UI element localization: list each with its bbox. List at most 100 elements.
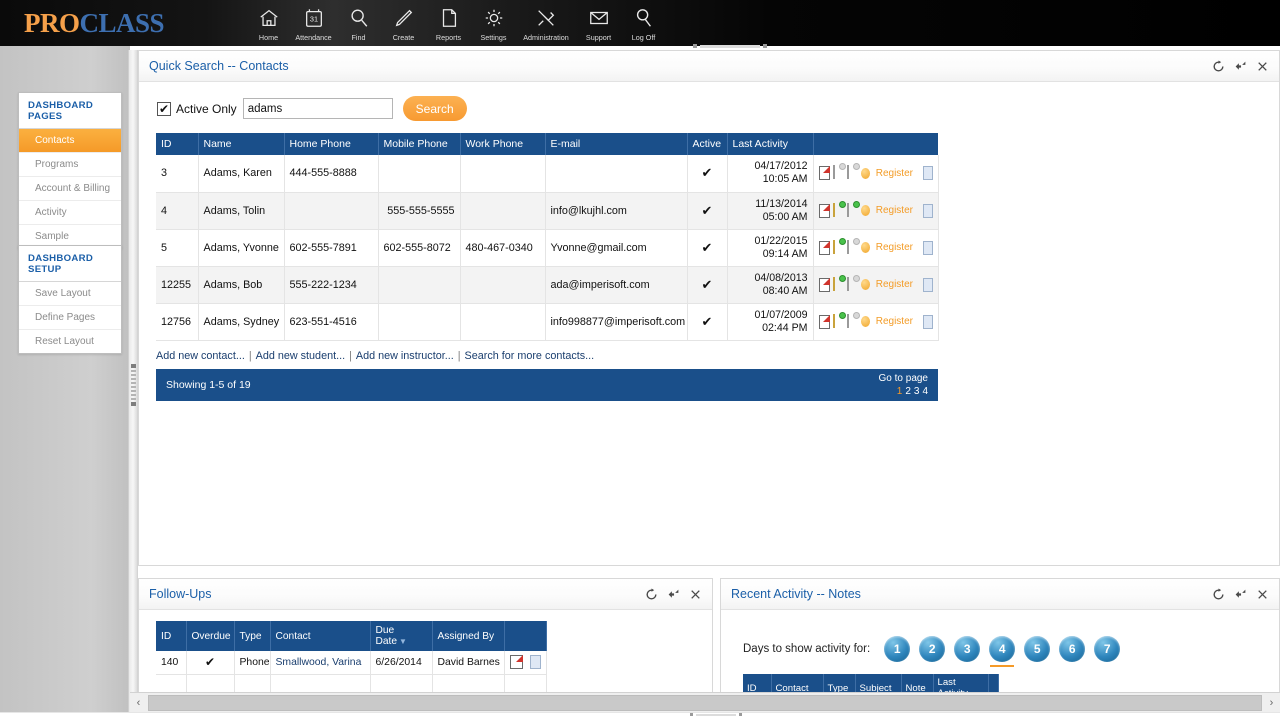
sidebar-item-contacts[interactable]: Contacts xyxy=(19,129,121,153)
contact-card-icon[interactable] xyxy=(846,239,849,254)
document-icon[interactable] xyxy=(922,314,933,329)
sidebar-item-define-pages[interactable]: Define Pages xyxy=(19,306,121,330)
document-icon[interactable] xyxy=(529,655,541,670)
sidebar-item-sample[interactable]: Sample xyxy=(35,231,69,242)
table-row[interactable]: 5 Adams, Yvonne 602-555-7891 602-555-807… xyxy=(156,229,939,267)
search-more-contacts-link[interactable]: Search for more contacts... xyxy=(464,349,595,362)
page-3[interactable]: 3 xyxy=(913,385,920,397)
document-icon[interactable] xyxy=(922,277,933,292)
edit-icon[interactable] xyxy=(818,240,830,255)
scroll-thumb[interactable] xyxy=(148,694,1262,711)
day-button-7[interactable]: 7 xyxy=(1094,636,1121,662)
sidebar-item-reset-layout[interactable]: Reset Layout xyxy=(35,336,94,347)
nav-item-settings[interactable]: Settings xyxy=(471,5,516,42)
table-row[interactable]: 3 Adams, Karen 444-555-8888 ✔ 04/17/2012… xyxy=(156,155,939,193)
nav-item-reports[interactable]: Reports xyxy=(426,5,471,42)
document-icon[interactable] xyxy=(922,166,933,181)
document-icon[interactable] xyxy=(922,240,933,255)
page-2[interactable]: 2 xyxy=(905,385,911,397)
edit-icon[interactable] xyxy=(818,166,830,181)
refresh-icon[interactable] xyxy=(1212,60,1225,73)
day-button-4[interactable]: 4 xyxy=(989,636,1016,667)
contact-card-icon[interactable] xyxy=(846,313,849,328)
top-splitter-grip[interactable] xyxy=(680,42,780,50)
col-id[interactable]: ID xyxy=(156,621,187,651)
col-type[interactable]: Type xyxy=(234,621,271,651)
nav-item-attendance[interactable]: 31 Attendance xyxy=(291,5,336,42)
horizontal-scrollbar[interactable]: ‹ › xyxy=(130,692,1280,712)
col-assigned-by[interactable]: Assigned By xyxy=(432,621,505,651)
day-button-6[interactable]: 6 xyxy=(1059,636,1086,662)
day-button-1[interactable]: 1 xyxy=(884,636,911,662)
col-id[interactable]: ID xyxy=(156,133,199,155)
contact-card-icon[interactable] xyxy=(846,202,849,217)
add-new-instructor-link[interactable]: Add new instructor... xyxy=(355,349,454,362)
refresh-icon[interactable] xyxy=(1212,588,1225,601)
folder-icon[interactable] xyxy=(832,239,835,254)
table-row[interactable]: 12756 Adams, Sydney 623-551-4516 info998… xyxy=(156,303,939,341)
active-only-checkbox[interactable]: ✔ xyxy=(157,101,171,116)
collapse-icon[interactable] xyxy=(1234,60,1247,73)
sidebar-item-account-billing[interactable]: Account & Billing xyxy=(19,177,121,201)
table-row[interactable]: 12255 Adams, Bob 555-222-1234 ada@imperi… xyxy=(156,266,939,304)
col-name[interactable]: Name xyxy=(198,133,285,155)
contact-card-icon[interactable] xyxy=(846,165,849,180)
register-link[interactable]: Register xyxy=(875,242,913,253)
page-1[interactable]: 1 xyxy=(896,385,903,397)
quick-search-title: Quick Search -- Contacts xyxy=(149,59,289,73)
folder-icon[interactable] xyxy=(832,165,835,180)
contact-link[interactable]: Smallwood, Varina xyxy=(275,656,362,668)
scroll-right-arrow[interactable]: › xyxy=(1269,696,1274,709)
nav-item-find[interactable]: Find xyxy=(336,5,381,42)
sidebar-item-save-layout[interactable]: Save Layout xyxy=(19,282,121,306)
register-link[interactable]: Register xyxy=(875,205,913,216)
nav-item-logoff[interactable]: Log Off xyxy=(621,5,666,42)
scroll-left-arrow[interactable]: ‹ xyxy=(136,696,141,709)
col-due-date[interactable]: Due Date ▼ xyxy=(370,621,433,651)
table-row[interactable]: 140 ✔ Phone Smallwood, Varina 6/26/2014 … xyxy=(156,651,547,675)
search-button[interactable]: Search xyxy=(402,96,467,121)
add-new-student-link[interactable]: Add new student... xyxy=(255,349,346,362)
day-button-3[interactable]: 3 xyxy=(954,636,981,662)
folder-icon[interactable] xyxy=(832,313,835,328)
col-contact[interactable]: Contact xyxy=(270,621,371,651)
page-4[interactable]: 4 xyxy=(922,385,928,397)
sidebar-item-programs[interactable]: Programs xyxy=(19,153,121,177)
edit-icon[interactable] xyxy=(818,277,830,292)
edit-icon[interactable] xyxy=(818,203,830,218)
day-button-2[interactable]: 2 xyxy=(919,636,946,662)
edit-icon[interactable] xyxy=(818,314,830,329)
search-input[interactable] xyxy=(242,98,393,119)
folder-icon[interactable] xyxy=(832,202,835,217)
refresh-icon[interactable] xyxy=(645,588,658,601)
collapse-icon[interactable] xyxy=(1234,588,1247,601)
vertical-splitter[interactable] xyxy=(128,50,138,720)
nav-item-support[interactable]: Support xyxy=(576,5,621,42)
col-mobile-phone[interactable]: Mobile Phone xyxy=(378,133,461,155)
sidebar-item-activity[interactable]: Activity xyxy=(19,201,121,225)
close-icon[interactable] xyxy=(689,588,702,601)
close-icon[interactable] xyxy=(1256,588,1269,601)
register-link[interactable]: Register xyxy=(875,316,913,327)
nav-item-administration[interactable]: Administration xyxy=(516,5,576,42)
day-button-5[interactable]: 5 xyxy=(1024,636,1051,662)
col-home-phone[interactable]: Home Phone xyxy=(284,133,379,155)
close-icon[interactable] xyxy=(1256,60,1269,73)
nav-item-home[interactable]: Home xyxy=(246,5,291,42)
edit-icon[interactable] xyxy=(509,655,523,670)
nav-item-create[interactable]: Create xyxy=(381,5,426,42)
col-last-activity[interactable]: Last Activity xyxy=(727,133,814,155)
bottom-splitter-grip[interactable] xyxy=(690,713,742,716)
register-link[interactable]: Register xyxy=(875,279,913,290)
col-work-phone[interactable]: Work Phone xyxy=(460,133,546,155)
col-overdue[interactable]: Overdue xyxy=(186,621,235,651)
document-icon[interactable] xyxy=(922,203,933,218)
col-active[interactable]: Active xyxy=(687,133,728,155)
collapse-icon[interactable] xyxy=(667,588,680,601)
add-new-contact-link[interactable]: Add new contact... xyxy=(156,349,245,362)
table-row[interactable]: 4 Adams, Tolin 555-555-5555 info@lkujhl.… xyxy=(156,192,939,230)
contact-card-icon[interactable] xyxy=(846,276,849,291)
folder-icon[interactable] xyxy=(832,276,835,291)
register-link[interactable]: Register xyxy=(875,167,913,179)
col-email[interactable]: E-mail xyxy=(545,133,688,155)
